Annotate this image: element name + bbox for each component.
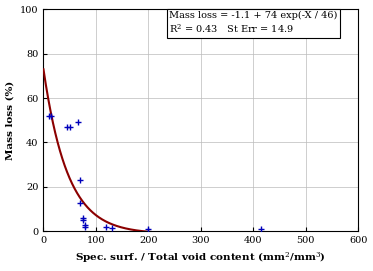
Point [82, 225, 88, 229]
Point [103, 225, 109, 229]
Point [64, 125, 70, 129]
Point [80, 218, 86, 222]
Point [145, 227, 151, 231]
Point [77, 200, 83, 205]
Point [258, 227, 264, 231]
Point [46, 114, 52, 118]
Point [82, 222, 88, 227]
Y-axis label: Mass loss (%): Mass loss (%) [6, 80, 15, 160]
Point [80, 216, 86, 220]
Text: Mass loss = -1.1 + 74 exp(-X / 46)
R$^2$ = 0.43   St Err = 14.9: Mass loss = -1.1 + 74 exp(-X / 46) R$^2$… [169, 11, 338, 35]
Point [75, 120, 81, 125]
Point [77, 178, 83, 182]
Point [48, 114, 54, 118]
X-axis label: Spec. surf. / Total void content (mm$^2$/mm$^3$): Spec. surf. / Total void content (mm$^2$… [75, 251, 326, 265]
Point [109, 226, 115, 230]
Point [67, 125, 73, 129]
